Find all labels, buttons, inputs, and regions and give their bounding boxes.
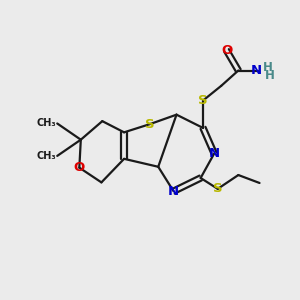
Text: O: O bbox=[221, 44, 232, 57]
Text: N: N bbox=[168, 185, 179, 198]
Text: CH₃: CH₃ bbox=[36, 151, 56, 161]
Text: S: S bbox=[198, 94, 208, 107]
Text: N: N bbox=[250, 64, 262, 77]
Text: H: H bbox=[265, 69, 275, 82]
Text: O: O bbox=[74, 161, 85, 174]
Text: S: S bbox=[213, 182, 223, 195]
Text: S: S bbox=[145, 118, 155, 130]
Text: CH₃: CH₃ bbox=[36, 118, 56, 128]
Text: N: N bbox=[208, 147, 220, 160]
Text: H: H bbox=[263, 61, 273, 74]
